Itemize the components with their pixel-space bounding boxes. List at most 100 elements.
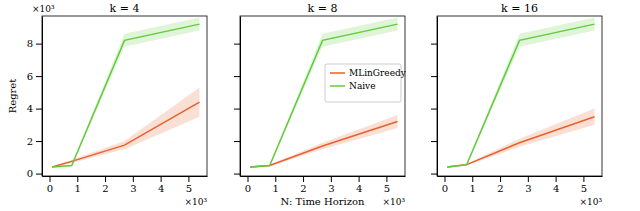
x-tick-label: 1 [273,183,279,194]
y-tick [431,44,437,45]
x-tick-mark [556,176,557,182]
figure: 0 1 2 3 4 5 0 2 4 6 8 k = 4 Regret ×10³ ×10³ 0 1 2 3 4 5 k = … [0,0,640,211]
y-tick: 4 [27,103,42,114]
panel-title: k = 4 [110,2,140,15]
x-tick-mark [500,176,501,182]
y-axis-line [42,17,43,177]
y-tick [431,109,437,110]
x-tick-mark [472,176,473,182]
y-tick-label: 6 [27,71,33,82]
y-tick-label: 0 [27,168,33,179]
y-tick-mark [431,76,437,77]
y-tick [234,76,240,77]
x-tick-label: 4 [356,183,362,194]
x-tick-label: 1 [75,183,81,194]
y-multiplier: ×10³ [32,4,55,14]
panel: 0 1 2 3 4 5 0 2 4 6 8 k = 4 Regret ×10³ ×10³ [7,2,208,207]
x-tick: 4 [356,176,362,194]
y-tick: 6 [27,71,42,82]
x-tick-label: 5 [384,183,390,194]
x-tick-mark [331,176,332,182]
x-tick: 0 [245,176,251,194]
x-tick: 5 [186,176,192,194]
x-tick-mark [528,176,529,182]
x-tick-label: 3 [130,183,136,194]
y-tick [431,174,437,175]
confidence-band [52,18,199,168]
y-tick [234,174,240,175]
y-tick-mark [36,174,42,175]
x-multiplier: ×10³ [382,197,405,207]
x-tick-label: 2 [497,183,503,194]
x-tick-mark [275,176,276,182]
x-tick-mark [303,176,304,182]
y-axis-title: Regret [7,79,18,114]
x-tick: 0 [47,176,53,194]
y-axis-line [437,17,438,177]
x-tick-label: 0 [245,183,251,194]
x-tick-label: 3 [525,183,531,194]
x-axis-title: N: Time Horizon [281,196,365,207]
y-tick-mark [234,76,240,77]
x-multiplier: ×10³ [184,197,207,207]
y-tick: 8 [27,38,42,49]
x-tick-mark [359,176,360,182]
x-axis: 0 1 2 3 4 5 [43,176,208,194]
x-multiplier: ×10³ [579,197,602,207]
x-tick: 3 [130,176,136,194]
x-tick: 4 [158,176,164,194]
plot-frame [42,16,207,176]
x-axis: 0 1 2 3 4 5 [438,176,603,194]
x-tick-label: 4 [553,183,559,194]
x-tick: 1 [470,176,476,194]
series-line [447,24,594,167]
x-tick: 5 [581,176,587,194]
y-axis [431,17,438,177]
y-axis-line [240,17,241,177]
y-tick [234,141,240,142]
y-tick-mark [234,44,240,45]
x-tick-mark [133,176,134,182]
legend-label: Naive [349,81,376,91]
y-axis: 0 2 4 6 8 [27,17,43,180]
x-tick-label: 2 [102,183,108,194]
x-tick-mark [161,176,162,182]
x-tick-mark [188,176,189,182]
x-tick-mark [50,176,51,182]
y-tick-mark [431,174,437,175]
x-tick-label: 4 [158,183,164,194]
x-tick: 3 [525,176,531,194]
y-tick: 2 [27,136,42,147]
x-tick: 3 [328,176,334,194]
y-tick-mark [36,109,42,110]
y-tick [234,109,240,110]
legend: MLinGreedy Naive [325,64,407,102]
x-tick-mark [445,176,446,182]
x-tick-label: 1 [470,183,476,194]
y-tick [431,76,437,77]
y-tick [234,44,240,45]
x-tick-label: 2 [300,183,306,194]
panel-title: k = 16 [501,2,538,15]
x-tick-mark [248,176,249,182]
x-tick: 2 [102,176,108,194]
y-tick-mark [431,141,437,142]
x-axis-line [43,176,208,177]
x-tick: 2 [300,176,306,194]
x-tick-label: 5 [581,183,587,194]
confidence-band [447,18,594,168]
legend-swatch [330,72,345,74]
x-tick-mark [583,176,584,182]
x-tick: 5 [384,176,390,194]
x-tick-mark [77,176,78,182]
x-axis-line [241,176,406,177]
legend-label: MLinGreedy [349,68,407,78]
x-tick-label: 3 [328,183,334,194]
y-tick-mark [36,76,42,77]
y-tick-mark [234,141,240,142]
y-tick-mark [234,109,240,110]
y-tick-mark [36,141,42,142]
x-tick: 0 [442,176,448,194]
x-tick: 1 [75,176,81,194]
x-tick-mark [386,176,387,182]
